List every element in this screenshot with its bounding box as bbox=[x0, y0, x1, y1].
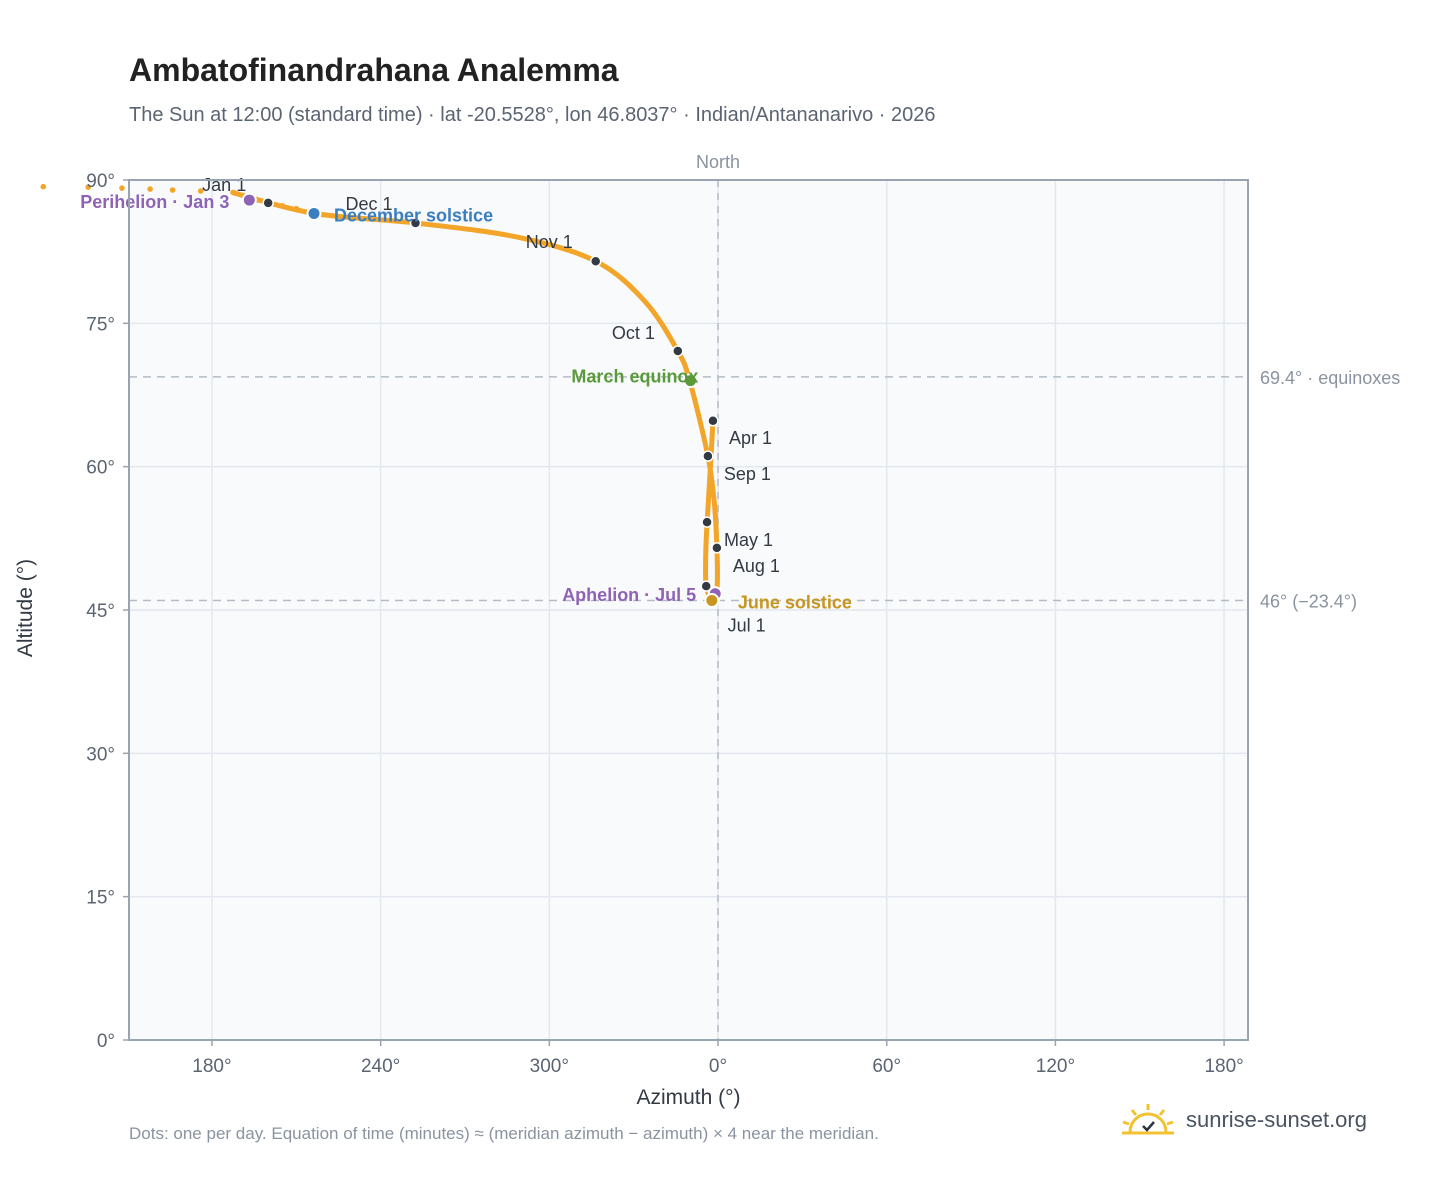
x-tick-label-1: 240° bbox=[361, 1056, 400, 1077]
month-label-6: Jul 1 bbox=[728, 616, 766, 636]
event-marker-0 bbox=[241, 192, 257, 208]
month-marker-8 bbox=[702, 450, 714, 462]
x-tick-label-3: 0° bbox=[709, 1056, 727, 1077]
event-label-0: Perihelion · Jan 3 bbox=[80, 192, 229, 212]
wrapped-dot-9 bbox=[119, 185, 125, 191]
x-tick-label-6: 180° bbox=[1204, 1056, 1243, 1077]
month-label-10: Nov 1 bbox=[526, 232, 573, 252]
event-label-1: December solstice bbox=[334, 205, 493, 225]
reference-label-1: 46° (−23.4°) bbox=[1260, 591, 1357, 611]
event-marker-2 bbox=[682, 373, 698, 389]
footnote: Dots: one per day. Equation of time (min… bbox=[129, 1124, 879, 1143]
y-tick-label-0: 0° bbox=[97, 1031, 115, 1052]
event-marker-5 bbox=[704, 592, 720, 608]
month-marker-5 bbox=[700, 580, 712, 592]
y-tick-label-2: 30° bbox=[86, 744, 115, 765]
y-tick-label-5: 75° bbox=[86, 314, 115, 335]
sun-check-logo-icon bbox=[1122, 1104, 1174, 1135]
chart-subtitle: The Sun at 12:00 (standard time) · lat -… bbox=[129, 104, 936, 126]
month-marker-10 bbox=[589, 255, 602, 267]
y-tick-label-4: 60° bbox=[86, 458, 115, 479]
tail-dot-4 bbox=[279, 203, 286, 209]
axes: 180° 240° 300° 0° 60° 120° 180° 0° 15° 30° 45° 60° 7… bbox=[14, 152, 1249, 1109]
y-tick-label-6: 90° bbox=[86, 171, 115, 192]
curve-segment-1 bbox=[233, 190, 720, 604]
y-tick-label-1: 15° bbox=[86, 888, 115, 909]
event-label-5: June solstice bbox=[738, 592, 852, 612]
reference-label-0: 69.4° · equinoxes bbox=[1260, 368, 1400, 388]
month-label-7: Aug 1 bbox=[733, 556, 780, 576]
wrapped-dot-11 bbox=[169, 187, 176, 193]
brand[interactable]: sunrise-sunset.org bbox=[1120, 1102, 1367, 1138]
wrapped-dot-12 bbox=[197, 188, 204, 194]
month-marker-11 bbox=[409, 217, 422, 229]
reference-lines: 69.4° · equinoxes 46° (−23.4°) bbox=[129, 180, 1400, 1040]
x-tick-label-4: 60° bbox=[872, 1056, 901, 1077]
x-axis-title: Azimuth (°) bbox=[636, 1086, 740, 1109]
event-markers: Perihelion · Jan 3 December solstice March… bbox=[80, 192, 852, 612]
brand-text[interactable]: sunrise-sunset.org bbox=[1186, 1107, 1367, 1132]
month-label-11: Dec 1 bbox=[345, 194, 392, 214]
month-marker-3 bbox=[707, 415, 719, 427]
event-label-2: March equinox bbox=[571, 367, 698, 387]
wrapped-dot-7 bbox=[40, 183, 47, 190]
month-label-9: Oct 1 bbox=[612, 323, 655, 343]
wrapped-dot-10 bbox=[147, 186, 153, 192]
wrapped-dot-13 bbox=[231, 190, 238, 196]
month-marker-9 bbox=[672, 345, 684, 357]
x-tick-label-2: 300° bbox=[530, 1056, 569, 1077]
month-marker-7 bbox=[711, 542, 723, 554]
month-marker-4 bbox=[701, 516, 713, 528]
month-label-3: Apr 1 bbox=[729, 428, 772, 448]
y-axis-title: Altitude (°) bbox=[14, 559, 37, 657]
event-label-4: Aphelion · Jul 5 bbox=[562, 585, 696, 605]
analemma-curve bbox=[233, 190, 720, 604]
y-tick-label-3: 45° bbox=[86, 601, 115, 622]
x-tick-label-5: 120° bbox=[1036, 1056, 1075, 1077]
tail-dot-5 bbox=[293, 205, 300, 212]
month-label-4: May 1 bbox=[724, 530, 773, 550]
event-marker-1 bbox=[306, 205, 322, 221]
chart-title: Ambatofinandrahana Analemma bbox=[129, 52, 619, 88]
wrapped-dot-8 bbox=[85, 184, 92, 190]
north-label: North bbox=[696, 152, 740, 172]
x-tick-label-0: 180° bbox=[192, 1056, 231, 1077]
month-marker-0 bbox=[262, 197, 274, 209]
month-label-8: Sep 1 bbox=[724, 464, 771, 484]
